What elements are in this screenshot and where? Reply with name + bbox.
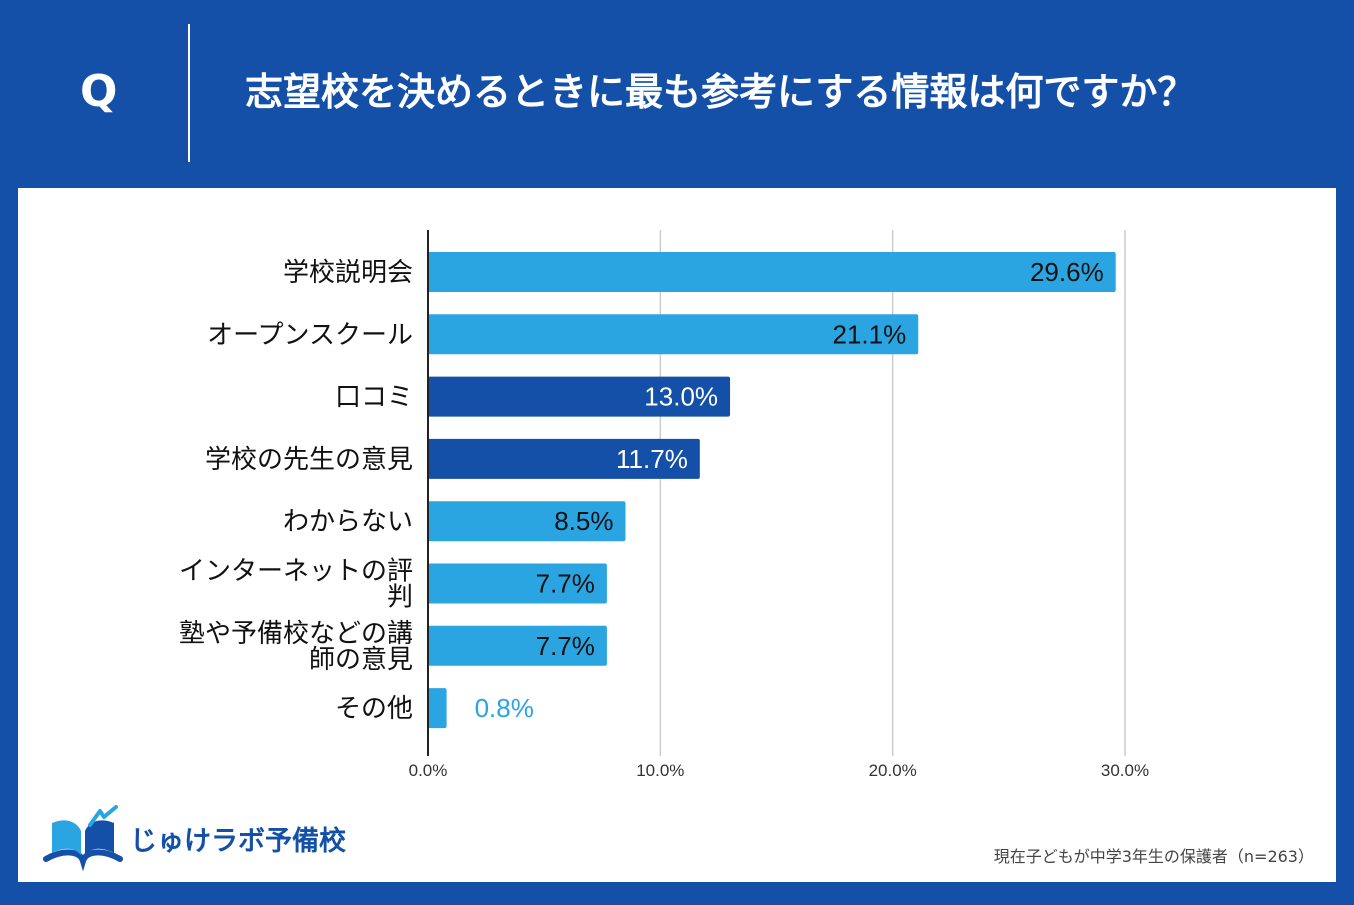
x-tick-label-3: 30.0% [1101, 761, 1149, 780]
x-tick-label-0: 0.0% [409, 761, 448, 780]
category-label-5-line-1: 判 [387, 583, 413, 613]
bar-0 [428, 252, 1116, 292]
category-label-6-line-1: 師の意見 [309, 645, 413, 675]
x-tick-label-2: 20.0% [869, 761, 917, 780]
bar-5 [428, 563, 607, 604]
bar-chart: 0.0% 10.0% 20.0% 30.0% 29.6% 学校説明会 21.1% オープンスク… [179, 230, 1149, 780]
category-label-6-line-0: 塾や予備校などの講 [179, 619, 413, 649]
question-label: Q [80, 66, 118, 117]
category-label-5-line-0: インターネットの評 [179, 557, 413, 587]
category-label-4: わからない [283, 507, 413, 537]
header-divider [188, 24, 190, 162]
sample-footnote: 現在子どもが中学3年生の保護者（n=263） [993, 847, 1314, 866]
category-label-1: オープンスクール [207, 320, 413, 350]
chart-panel: 0.0% 10.0% 20.0% 30.0% 29.6% 学校説明会 21.1% オープンスク… [18, 188, 1336, 882]
x-tick-label-1: 10.0% [636, 761, 684, 780]
value-label-0: 29.6% [1030, 257, 1104, 287]
value-label-1: 21.1% [832, 319, 906, 349]
value-label-4: 8.5% [554, 506, 613, 536]
bar-7 [428, 688, 447, 729]
value-label-5: 7.7% [536, 569, 595, 599]
bar-3 [428, 438, 700, 479]
value-label-3: 11.7% [616, 444, 688, 474]
bar-2 [428, 376, 731, 417]
category-label-7: その他 [335, 694, 413, 724]
bar-6 [428, 625, 607, 666]
category-label-0: 学校説明会 [283, 258, 413, 288]
question-title: 志望校を決めるときに最も参考にする情報は何ですか？ [245, 70, 1196, 114]
open-book-icon [43, 805, 123, 871]
brand-name: じゅけラボ予備校 [130, 826, 346, 857]
category-label-3: 学校の先生の意見 [205, 445, 413, 475]
value-label-6: 7.7% [536, 631, 595, 661]
category-label-2: 口コミ [335, 383, 413, 413]
bar-1 [428, 314, 919, 355]
value-label-2: 13.0% [644, 382, 718, 412]
value-label-7: 0.8% [475, 693, 534, 723]
bar-4 [428, 501, 626, 542]
